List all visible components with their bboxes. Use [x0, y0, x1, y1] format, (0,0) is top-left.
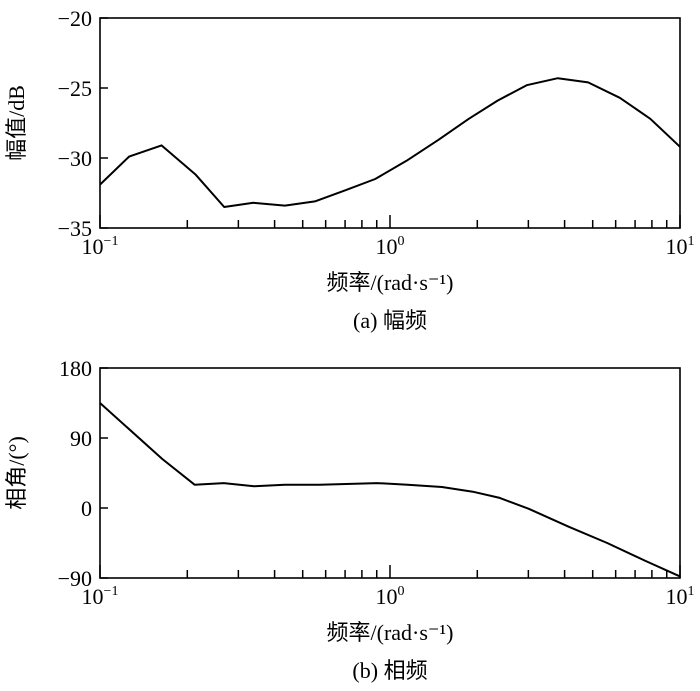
- y-axis-label: 相角/(°): [4, 436, 29, 510]
- series-line: [99, 402, 681, 578]
- x-tick-label: 101: [666, 584, 695, 609]
- y-tick-label: 0: [81, 496, 92, 521]
- x-tick-label: 101: [666, 234, 695, 259]
- x-tick-label: 10−1: [82, 234, 119, 259]
- y-tick-label: 90: [70, 426, 92, 451]
- x-axis-label: 频率/(rad·s⁻¹): [327, 620, 454, 645]
- x-tick-label: 10−1: [82, 584, 119, 609]
- plot-frame: [99, 17, 681, 229]
- y-tick-label: −35: [58, 216, 92, 241]
- x-tick-label: 100: [376, 584, 405, 609]
- y-tick-label: −30: [58, 146, 92, 171]
- caption: (a) 幅频: [353, 308, 427, 333]
- magnitude-panel: (a) 幅频 频率/(rad·s⁻¹) 幅值/dB −35 −30 −25 −20 10…: [4, 6, 695, 333]
- y-tick-label: 180: [59, 356, 92, 381]
- y-tick-label: −20: [58, 6, 92, 31]
- plot-frame: [99, 367, 681, 579]
- x-axis-label: 频率/(rad·s⁻¹): [327, 270, 454, 295]
- series-line: [99, 77, 681, 208]
- phase-panel: (b) 相频 频率/(rad·s⁻¹) 相角/(°) −90 0 90 180 10−1…: [4, 356, 695, 683]
- y-tick-label: −25: [58, 76, 92, 101]
- caption: (b) 相频: [352, 658, 427, 683]
- x-tick-label: 100: [376, 234, 405, 259]
- y-tick-label: −90: [58, 566, 92, 591]
- y-axis-label: 幅值/dB: [4, 85, 29, 161]
